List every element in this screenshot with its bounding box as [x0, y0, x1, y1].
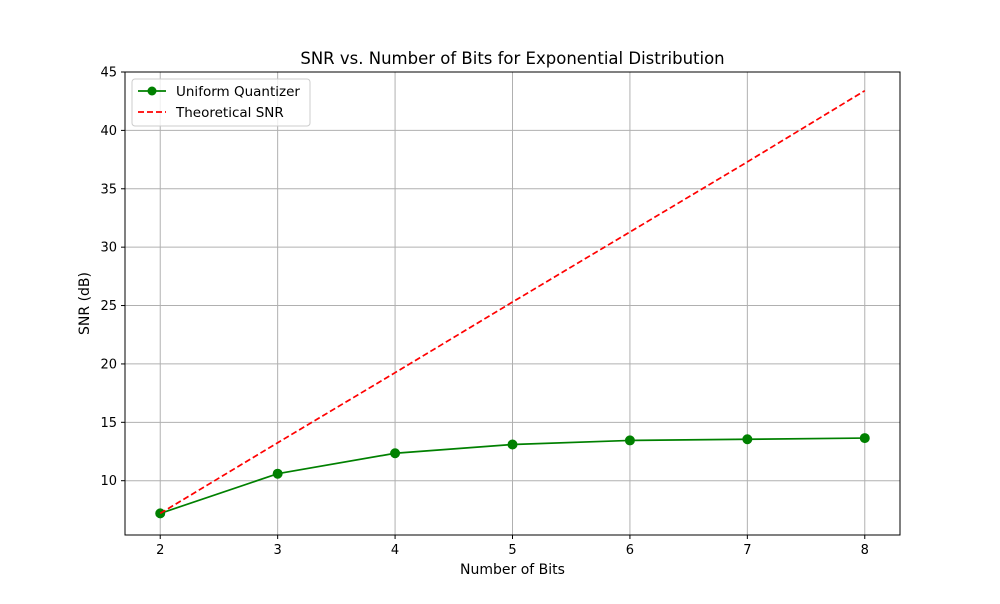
- x-tick-label: 3: [274, 543, 282, 558]
- data-point: [859, 433, 870, 444]
- series-layer: [155, 89, 870, 519]
- legend-item: Theoretical SNR: [138, 105, 284, 121]
- x-tick-label: 6: [626, 543, 634, 558]
- legend: Uniform Quantizer Theoretical SNR: [131, 78, 311, 127]
- legend-label: Theoretical SNR: [175, 105, 284, 121]
- y-tick-label: 35: [100, 182, 117, 197]
- legend-swatch-marker: [147, 86, 157, 96]
- x-tick-label: 4: [391, 543, 399, 558]
- y-tick-label: 20: [100, 357, 117, 372]
- legend-label: Uniform Quantizer: [176, 84, 300, 100]
- x-axis-title: Number of Bits: [460, 562, 565, 578]
- x-tick-label: 2: [156, 543, 164, 558]
- data-point: [624, 435, 635, 446]
- legend-item: Uniform Quantizer: [138, 84, 300, 100]
- y-axis-title: SNR (dB): [77, 272, 93, 335]
- chart-title: SNR vs. Number of Bits for Exponential D…: [300, 49, 724, 68]
- x-tick-label: 8: [861, 543, 869, 558]
- y-tick-label: 25: [100, 299, 117, 314]
- x-tick-label: 5: [508, 543, 516, 558]
- data-point: [742, 434, 753, 445]
- y-tick-label: 30: [100, 241, 117, 256]
- data-point: [507, 439, 518, 450]
- y-tick-label: 10: [100, 474, 117, 489]
- series-uniform-quantizer: [155, 433, 870, 519]
- data-point: [390, 448, 401, 459]
- series-line: [159, 89, 866, 515]
- y-tick-label: 40: [100, 124, 117, 139]
- legend-box: [131, 78, 311, 127]
- series-theoretical-snr: [159, 89, 866, 515]
- x-tick-label: 7: [743, 543, 751, 558]
- y-tick-label: 15: [100, 416, 117, 431]
- y-tick-label: 45: [100, 66, 117, 81]
- data-point: [272, 468, 283, 479]
